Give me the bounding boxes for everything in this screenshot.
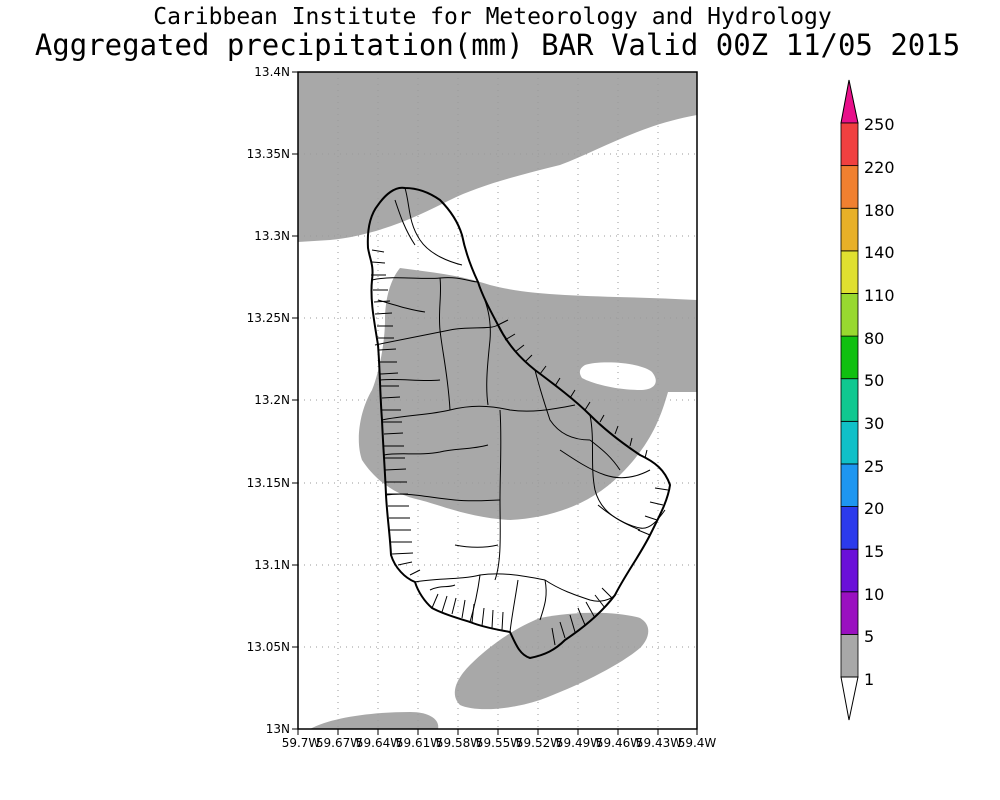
lat-label: 13N [266,722,290,736]
colorbar-label: 140 [864,243,895,262]
colorbar-label: 5 [864,627,874,646]
island-barbados [366,186,672,660]
lon-label: 59.7W [282,736,321,750]
colorbar-label: 15 [864,542,884,561]
colorbar-segment [840,548,859,593]
clear-hole [579,362,656,390]
lat-label: 13.2N [254,393,290,407]
colorbar: 1 5 10 15 20 25 30 50 80 110 140 180 220… [840,79,895,721]
precip-area-central [358,268,697,520]
lat-label: 13.15N [247,476,290,490]
lat-label: 13.1N [254,558,290,572]
coastal-streams [371,249,669,646]
lat-labels: 13N 13.05N 13.1N 13.15N 13.2N 13.25N 13.… [247,65,290,736]
lat-label: 13.35N [247,147,290,161]
colorbar-segment [840,633,859,678]
lon-label: 59.55W [476,736,522,750]
colorbar-segment [840,122,859,167]
colorbar-label: 80 [864,329,884,348]
colorbar-segment [840,378,859,422]
colorbar-segment [840,420,859,465]
colorbar-label: 30 [864,414,884,433]
title-institute: Caribbean Institute for Meteorology and … [153,4,832,30]
lat-label: 13.05N [247,640,290,654]
lon-label: 59.52W [516,736,562,750]
lon-label: 59.64W [356,736,402,750]
lon-label: 59.46W [596,736,642,750]
colorbar-segment [840,335,859,380]
colorbar-segment [840,591,859,635]
coastline [366,186,672,660]
colorbar-bottom-arrow [840,676,859,721]
colorbar-top-arrow [840,79,859,124]
colorbar-label: 25 [864,457,884,476]
colorbar-label: 220 [864,158,895,177]
colorbar-label: 50 [864,371,884,390]
precip-area-southwest [310,712,439,729]
lat-label: 13.4N [254,65,290,79]
colorbar-label: 1 [864,670,874,689]
colorbar-label: 180 [864,201,895,220]
colorbar-segment [840,207,859,252]
lat-label: 13.25N [247,311,290,325]
lon-label: 59.58W [436,736,482,750]
colorbar-segment [840,250,859,294]
precip-area-south [454,612,649,710]
lon-label: 59.43W [636,736,682,750]
lon-label: 59.67W [316,736,362,750]
colorbar-segment [840,165,859,209]
colorbar-label: 10 [864,585,884,604]
lon-label: 59.61W [396,736,442,750]
lon-label: 59.49W [556,736,602,750]
colorbar-segments [840,122,859,678]
lat-label: 13.3N [254,229,290,243]
colorbar-label: 20 [864,499,884,518]
colorbar-labels: 1 5 10 15 20 25 30 50 80 110 140 180 220… [864,115,895,689]
lon-label: 59.4W [678,736,717,750]
internal-boundaries [371,187,666,633]
colorbar-label: 250 [864,115,895,134]
colorbar-segment [840,463,859,507]
colorbar-segment [840,506,859,550]
colorbar-segment [840,293,859,337]
axis-ticks [292,71,698,735]
colorbar-label: 110 [864,286,895,305]
title-product: Aggregated precipitation(mm) BAR Valid 0… [34,28,961,62]
lon-labels: 59.7W 59.67W 59.64W 59.61W 59.58W 59.55W… [282,736,717,750]
grid-lines [298,72,697,729]
